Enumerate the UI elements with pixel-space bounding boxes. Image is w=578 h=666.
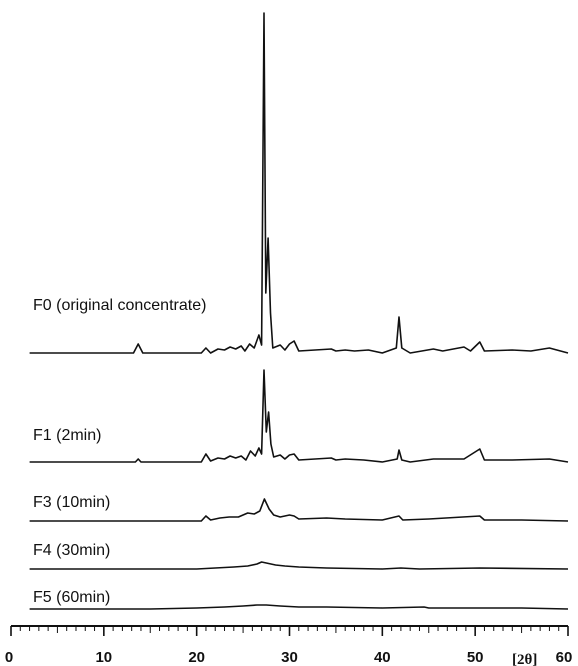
x-tick-label-30: 30 [281,649,298,666]
trace-f3 [29,498,569,522]
trace-f4 [29,561,569,570]
series-label-f0: F0 (original concentrate) [33,297,206,314]
trace-f1 [29,369,569,463]
series-labels-group: F0 (original concentrate) F1 (2min) F3 (… [33,297,206,606]
series-label-f1: F1 (2min) [33,427,101,444]
x-axis-tick-labels: 0 10 20 30 40 50 60 [5,649,573,666]
trace-f0 [29,12,569,354]
x-axis-unit-label: [2θ] [512,652,537,666]
traces-group [29,12,569,610]
trace-f5 [29,604,569,610]
x-tick-label-10: 10 [95,649,112,666]
x-tick-label-40: 40 [374,649,391,666]
x-axis: 0 10 20 30 40 50 60 [2θ] [5,625,573,666]
x-tick-label-60: 60 [556,649,573,666]
series-label-f5: F5 (60min) [33,589,110,606]
x-tick-label-50: 50 [467,649,484,666]
x-axis-ticks [10,626,569,636]
series-label-f4: F4 (30min) [33,542,110,559]
x-tick-label-20: 20 [188,649,205,666]
series-label-f3: F3 (10min) [33,494,110,511]
x-tick-label-0: 0 [5,649,13,666]
